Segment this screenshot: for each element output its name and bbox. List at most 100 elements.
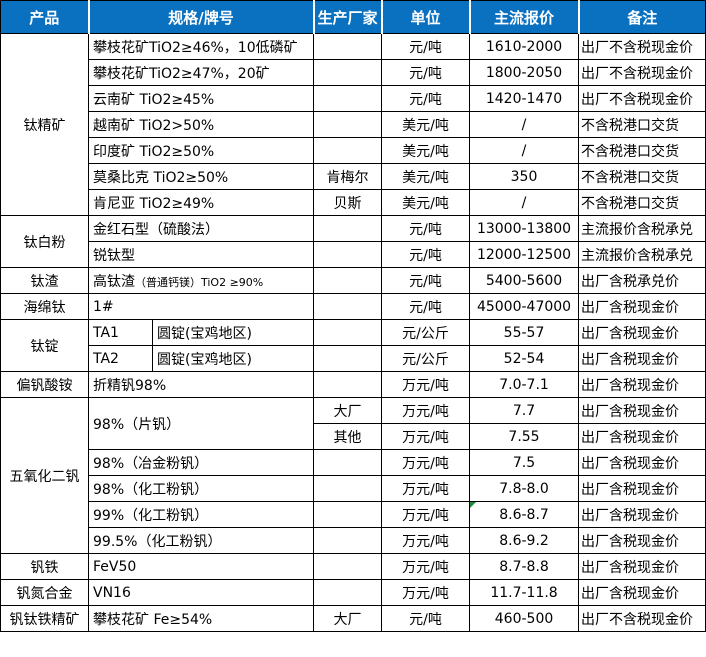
cell-unit: 元/吨	[381, 59, 471, 86]
cell-product: 钛渣	[0, 267, 89, 294]
cell-unit: 元/公斤	[381, 319, 471, 346]
cell-producer	[313, 85, 383, 112]
cell-spec: 攀枝花矿 Fe≥54%	[87, 605, 315, 632]
cell-note: 出厂含税现金价	[578, 319, 706, 346]
column-header-unit: 单位	[380, 0, 471, 34]
cell-spec: 折精钒98%	[87, 371, 315, 398]
cell-spec: 99.5%（化工粉钒）	[87, 527, 315, 554]
cell-unit: 美元/吨	[381, 137, 471, 164]
cell-producer	[313, 59, 383, 86]
cell-producer	[313, 137, 383, 164]
table-row: 印度矿 TiO2≥50% 美元/吨 / 不含税港口交货	[1, 137, 706, 164]
cell-note: 不含税港口交货	[578, 137, 706, 164]
cell-spec: 肯尼亚 TiO2≥49%	[87, 189, 315, 216]
cell-note: 出厂不含税现金价	[578, 59, 706, 86]
table-row: 五氧化二钒 98%（片钒） 大厂 万元/吨 7.7 出厂含税现金价	[0, 397, 706, 554]
table-row: 钒钛铁精矿 攀枝花矿 Fe≥54% 大厂 元/吨 460-500 出厂不含税现金…	[0, 605, 706, 632]
cell-spec: 云南矿 TiO2≥45%	[87, 85, 315, 112]
cell-unit: 万元/吨	[381, 579, 471, 606]
table-row: 98%（化工粉钒） 万元/吨 7.8-8.0 出厂含税现金价	[1, 475, 706, 502]
cell-note: 出厂含税现金价	[578, 423, 706, 450]
cell-price: 55-57	[469, 319, 580, 346]
cell-spec: 98%（冶金粉钒）	[87, 449, 315, 476]
cell-producer: 大厂	[313, 397, 383, 424]
cell-price: 350	[469, 163, 580, 190]
cell-producer: 其他	[313, 423, 383, 450]
cell-note: 出厂含税现金价	[578, 501, 706, 528]
price-text: 8.6-8.7	[499, 506, 549, 523]
cell-producer	[313, 475, 383, 502]
spec-main-text: 高钛渣	[93, 273, 135, 290]
cell-price: 45000-47000	[469, 293, 580, 320]
table-row: 钒铁 FeV50 万元/吨 8.7-8.8 出厂含税现金价	[0, 553, 706, 580]
cell-price: 8.6-9.2	[469, 527, 580, 554]
cell-spec: 金红石型（硫酸法）	[87, 215, 315, 242]
cell-spec-shape: 圆锭(宝鸡地区)	[151, 345, 315, 372]
cell-producer	[313, 319, 383, 346]
cell-note: 出厂含税现金价	[578, 527, 706, 554]
cell-producer	[313, 527, 383, 554]
green-corner-marker-icon	[470, 502, 477, 508]
table-row: 98%（冶金粉钒） 万元/吨 7.5 出厂含税现金价	[1, 449, 706, 476]
titanium-vanadium-price-table: 产品 规格/牌号 生产厂家 单位 主流报价 备注 钛精矿 攀枝花矿TiO2≥46…	[0, 0, 706, 632]
cell-price: 1800-2050	[469, 59, 580, 86]
cell-product: 钛白粉	[0, 215, 89, 268]
cell-spec-shape: 圆锭(宝鸡地区)	[151, 319, 315, 346]
cell-unit: 美元/吨	[381, 111, 471, 138]
cell-price: 7.5	[469, 449, 580, 476]
cell-unit: 万元/吨	[381, 423, 471, 450]
cell-unit: 万元/吨	[381, 397, 471, 424]
cell-producer	[313, 293, 383, 320]
table-row: 云南矿 TiO2≥45% 元/吨 1420-1470 出厂不含税现金价	[1, 85, 706, 112]
cell-unit: 元/吨	[381, 293, 471, 320]
cell-note: 出厂含税现金价	[578, 579, 706, 606]
cell-unit: 元/公斤	[381, 345, 471, 372]
table-row: 钒氮合金 VN16 万元/吨 11.7-11.8 出厂含税现金价	[0, 579, 706, 606]
cell-price: 7.8-8.0	[469, 475, 580, 502]
table-row: 99%（化工粉钒） 万元/吨 8.6-8.7 出厂含税现金价	[1, 501, 706, 528]
cell-price: 7.0-7.1	[469, 371, 580, 398]
cell-producer	[313, 241, 383, 268]
cell-note: 不含税港口交货	[578, 189, 706, 216]
cell-product: 钒铁	[0, 553, 89, 580]
spec-detail-text: （普通钙镁）TiO2 ≥90%	[135, 275, 264, 289]
table-row: 99.5%（化工粉钒） 万元/吨 8.6-9.2 出厂含税现金价	[1, 527, 706, 554]
table-row: 钛白粉 金红石型（硫酸法） 元/吨 13000-13800 主流报价含税承兑	[0, 215, 706, 268]
cell-price: 5400-5600	[469, 267, 580, 294]
cell-spec: 攀枝花矿TiO2≥46%，10低磷矿	[87, 33, 315, 60]
cell-unit: 万元/吨	[381, 553, 471, 580]
cell-price: 52-54	[469, 345, 580, 372]
column-header-note: 备注	[577, 0, 706, 34]
cell-unit: 元/吨	[381, 267, 471, 294]
cell-product: 钛锭	[0, 319, 89, 372]
cell-note: 不含税港口交货	[578, 163, 706, 190]
cell-price: 7.7	[469, 397, 580, 424]
cell-spec: 高钛渣（普通钙镁）TiO2 ≥90%	[87, 267, 315, 294]
cell-note: 出厂含税现金价	[578, 371, 706, 398]
table-row: 越南矿 TiO2>50% 美元/吨 / 不含税港口交货	[1, 111, 706, 138]
cell-note: 不含税港口交货	[578, 111, 706, 138]
table-row: 钛锭 TA1 圆锭(宝鸡地区) 元/公斤 55-57 出厂含税现金价	[0, 319, 706, 372]
table-row: 攀枝花矿TiO2≥47%，20矿 元/吨 1800-2050 出厂不含税现金价	[1, 59, 706, 86]
cell-producer: 贝斯	[313, 189, 383, 216]
cell-note: 主流报价含税承兑	[578, 241, 706, 268]
cell-note: 出厂含税现金价	[578, 475, 706, 502]
cell-producer: 肯梅尔	[313, 163, 383, 190]
cell-unit: 元/吨	[381, 241, 471, 268]
cell-producer	[313, 553, 383, 580]
column-header-spec: 规格/牌号	[87, 0, 315, 34]
cell-spec: 1#	[87, 293, 315, 320]
table-row: 偏钒酸铵 折精钒98% 万元/吨 7.0-7.1 出厂含税现金价	[0, 371, 706, 398]
cell-price: 1610-2000	[469, 33, 580, 60]
cell-unit: 元/吨	[381, 33, 471, 60]
cell-note: 出厂不含税现金价	[578, 85, 706, 112]
table-row: 锐钛型 元/吨 12000-12500 主流报价含税承兑	[1, 241, 706, 268]
cell-note: 出厂含税承兑价	[578, 267, 706, 294]
cell-producer	[313, 267, 383, 294]
cell-unit: 万元/吨	[381, 371, 471, 398]
cell-note: 出厂含税现金价	[578, 345, 706, 372]
cell-price: 7.55	[469, 423, 580, 450]
cell-price: /	[469, 137, 580, 164]
cell-price: 12000-12500	[469, 241, 580, 268]
